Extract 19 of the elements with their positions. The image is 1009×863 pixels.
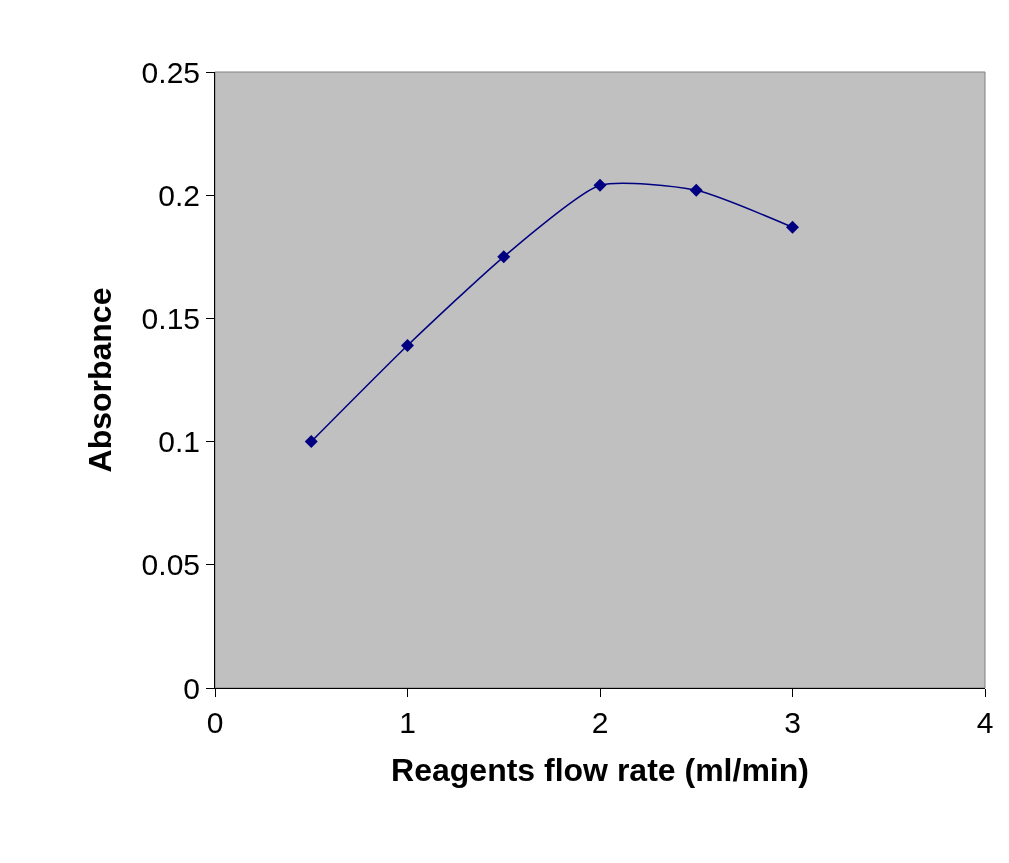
x-tick-label: 0 bbox=[206, 706, 224, 739]
point bbox=[304, 435, 318, 449]
x-tick-label: 3 bbox=[784, 706, 801, 739]
x-tick-label: 1 bbox=[399, 706, 416, 739]
point bbox=[593, 178, 607, 192]
x-tick-label: 2 bbox=[591, 706, 609, 739]
y-tick-label: 0.1 bbox=[158, 425, 200, 459]
y-tick-label: 0.25 bbox=[141, 55, 200, 89]
point bbox=[401, 339, 414, 352]
y-tick-label: 0 bbox=[183, 671, 200, 705]
x-tick-label: 4 bbox=[976, 706, 994, 739]
y-axis-title: Absorbance bbox=[81, 287, 118, 473]
x-axis-title: Reagents flow rate (ml/min) bbox=[391, 751, 809, 788]
point bbox=[786, 220, 799, 234]
y-tick-label: 0.15 bbox=[141, 301, 200, 335]
point bbox=[689, 183, 703, 197]
y-tick-label: 0.05 bbox=[141, 548, 200, 582]
point bbox=[497, 250, 511, 264]
y-tick-label: 0.2 bbox=[158, 178, 200, 212]
